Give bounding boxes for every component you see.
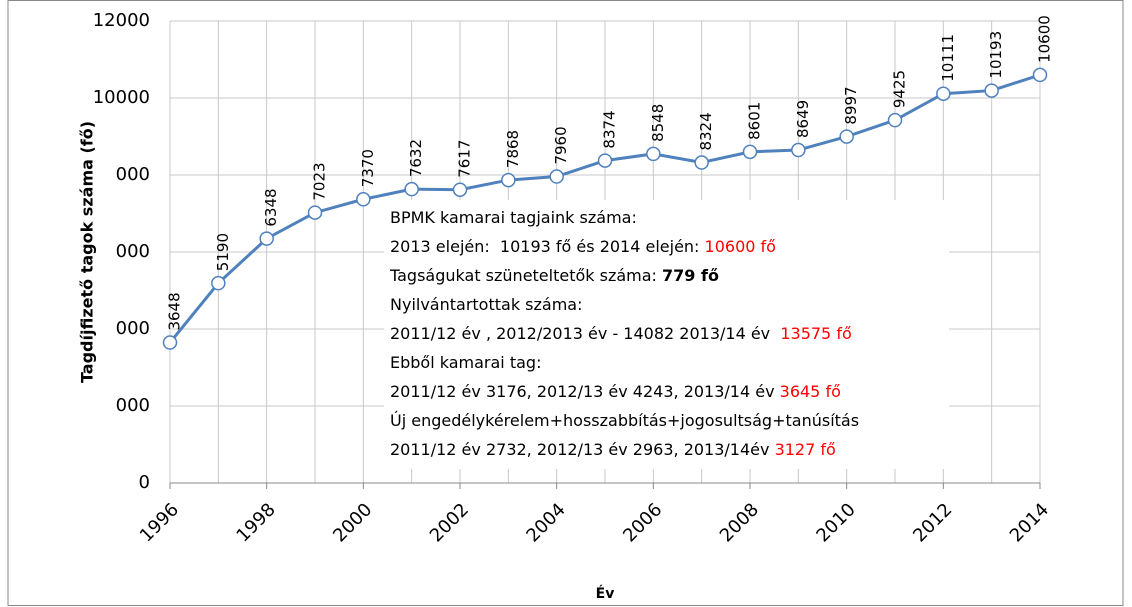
data-label: 7960 — [552, 126, 570, 164]
annotation-text: 2011/12 év 3176, 2012/13 év 4243, 2013/1… — [390, 382, 780, 401]
point — [936, 86, 951, 101]
data-label: 8548 — [649, 104, 667, 142]
annotation-text: 2013 elején: 10193 fő és 2014 elején: — [390, 237, 705, 256]
data-label: 8324 — [697, 112, 715, 150]
data-label: 9425 — [891, 70, 909, 108]
annotation-text: Ebből kamarai tag: — [390, 353, 541, 372]
point — [984, 83, 999, 98]
point — [307, 205, 323, 220]
y-tick-label: 10000 — [93, 87, 150, 108]
point — [694, 155, 709, 170]
data-label: 10111 — [939, 34, 957, 82]
data-label: 8601 — [746, 102, 764, 140]
annotation-line: 2011/12 év , 2012/2013 év - 14082 2013/1… — [390, 324, 852, 343]
data-label: 8374 — [601, 110, 619, 148]
y-tick-label: 000 — [116, 318, 150, 339]
data-label: 6348 — [262, 188, 280, 226]
data-label: 3648 — [166, 292, 184, 330]
data-label: 7023 — [311, 162, 329, 200]
annotation-text: 3127 fő — [775, 440, 836, 459]
point — [549, 169, 564, 184]
point — [742, 144, 758, 160]
point — [646, 146, 661, 162]
y-tick-label: 0 — [139, 472, 150, 493]
point — [404, 181, 419, 197]
annotation-text: Tagságukat szüneteltetők száma: — [389, 266, 662, 285]
point — [211, 275, 226, 291]
point — [887, 112, 903, 128]
annotation-text: 13575 fő — [780, 324, 851, 343]
annotation-line: 2011/12 év 3176, 2012/13 év 4243, 2013/1… — [390, 382, 841, 401]
annotation-text: 2011/12 év 2732, 2012/13 év 2963, 2013/1… — [390, 440, 775, 459]
annotation-line: 2011/12 év 2732, 2012/13 év 2963, 2013/1… — [390, 440, 836, 459]
annotation-line: Ebből kamarai tag: — [390, 353, 541, 372]
y-tick-label: 000 — [116, 241, 150, 262]
data-label: 7868 — [504, 130, 522, 168]
y-tick-label: 000 — [116, 395, 150, 416]
data-label: 10193 — [987, 31, 1005, 79]
point — [452, 182, 468, 197]
annotation-text: 10600 fő — [705, 237, 776, 256]
annotation-text: Nyilvántartottak száma: — [390, 295, 582, 314]
point — [259, 231, 274, 246]
y-tick-label: 12000 — [93, 10, 150, 31]
point — [162, 335, 178, 350]
y-axis-label: Tagdíjfizető tagok száma (fő) — [78, 121, 97, 383]
annotation-line: Új engedélykérelem+hosszabbítás+jogosult… — [390, 411, 859, 430]
point — [839, 129, 854, 144]
point — [597, 153, 613, 168]
annotation-box — [384, 200, 949, 469]
annotation-text: Új engedélykérelem+hosszabbítás+jogosult… — [390, 411, 859, 430]
point — [791, 142, 806, 158]
annotation-line: 2013 elején: 10193 fő és 2014 elején: 10… — [390, 237, 776, 256]
x-axis-label: Év — [596, 585, 615, 602]
y-tick-label: 000 — [116, 164, 150, 185]
annotation-line: Nyilvántartottak száma: — [390, 295, 582, 314]
annotation-text: BPMK kamarai tagjaink száma: — [390, 208, 637, 227]
point — [1032, 67, 1048, 83]
data-label: 7370 — [359, 149, 377, 187]
data-label: 5190 — [214, 233, 232, 271]
data-label: 10600 — [1036, 15, 1054, 63]
point — [356, 192, 371, 207]
point — [501, 172, 516, 188]
data-label: 8997 — [842, 86, 860, 124]
data-label: 7617 — [456, 140, 474, 178]
annotation-line: BPMK kamarai tagjaink száma: — [390, 208, 637, 227]
annotation-line: Tagságukat szüneteltetők száma: 779 fő — [389, 266, 719, 285]
annotation-text: 3645 fő — [780, 382, 841, 401]
data-label: 8649 — [794, 100, 812, 138]
annotation-text: 779 fő — [662, 266, 719, 285]
data-label: 7632 — [407, 139, 425, 177]
annotation-text: 2011/12 év , 2012/2013 év - 14082 2013/1… — [390, 324, 780, 343]
